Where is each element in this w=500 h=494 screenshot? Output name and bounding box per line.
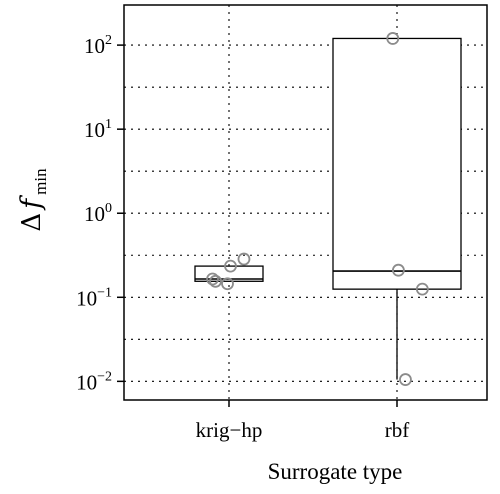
plot-panel-border xyxy=(123,4,488,401)
y-axis-title-sub: min xyxy=(31,168,50,195)
data-point xyxy=(392,263,405,277)
y-axis-title-var: f xyxy=(16,195,47,211)
svg-text:Δfmin: Δfmin xyxy=(16,168,50,232)
data-point xyxy=(415,282,429,296)
x-axis-ticks: krig−hp rbf xyxy=(196,400,410,442)
y-axis-title-delta: Δ xyxy=(17,213,47,232)
data-point xyxy=(209,274,222,288)
data-point xyxy=(206,272,219,286)
data-point xyxy=(237,252,251,266)
data-point xyxy=(386,32,400,45)
y-axis-ticks: 10−2 10−1 100 101 102 xyxy=(76,33,124,394)
data-point xyxy=(221,277,234,291)
y-axis-title: Δfmin xyxy=(16,168,50,232)
data-point xyxy=(399,373,412,386)
y-tick-label: 101 xyxy=(84,117,112,142)
x-tick-label: rbf xyxy=(385,418,410,442)
data-point xyxy=(224,259,237,273)
x-tick-label: krig−hp xyxy=(196,418,263,442)
data-points xyxy=(206,32,429,386)
x-axis-title: Surrogate type xyxy=(268,459,403,484)
y-tick-label: 102 xyxy=(84,33,112,58)
y-tick-label: 10−2 xyxy=(76,369,112,394)
y-tick-label: 10−1 xyxy=(76,285,112,310)
box-iqr xyxy=(332,37,462,290)
box-elements xyxy=(194,37,462,380)
y-tick-label: 100 xyxy=(84,201,112,226)
